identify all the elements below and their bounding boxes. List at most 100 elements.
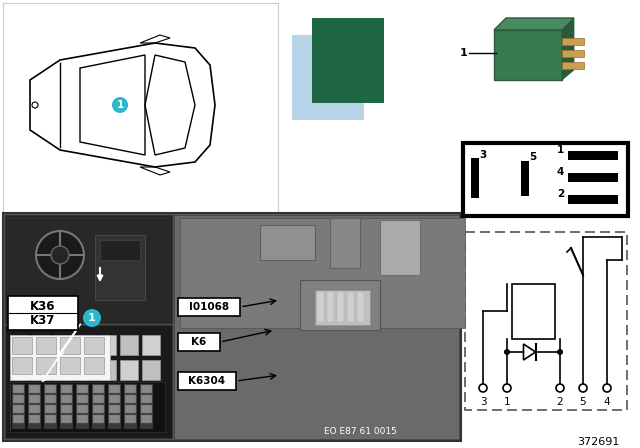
Bar [61,415,72,423]
Text: 5: 5 [580,397,586,407]
Bar [562,38,584,45]
Bar [95,235,145,300]
Text: K6: K6 [191,337,207,347]
Bar [315,290,370,325]
Bar [61,385,72,393]
Circle shape [503,384,511,392]
Bar [380,220,420,275]
Bar [142,360,160,380]
Bar [13,395,24,403]
Bar [84,357,104,374]
Circle shape [479,384,487,392]
Text: 372691: 372691 [577,437,619,447]
Bar [108,384,121,429]
Bar [45,385,56,393]
Bar [178,298,240,316]
Bar [142,335,160,355]
Bar [77,405,88,413]
Bar [29,385,40,393]
Bar [98,385,116,405]
Bar [568,173,618,182]
Bar [494,30,562,80]
Bar [93,385,104,393]
Circle shape [112,97,128,113]
Bar [45,415,56,423]
Bar [312,18,384,103]
Bar [12,357,32,374]
Bar [76,335,94,355]
Circle shape [579,384,587,392]
Text: 5: 5 [529,152,536,162]
Bar [29,415,40,423]
Bar [100,240,140,260]
Bar [3,3,278,213]
Circle shape [504,349,510,355]
Bar [10,385,28,405]
Polygon shape [494,18,574,30]
Bar [54,360,72,380]
Text: 3: 3 [479,150,486,160]
Bar [45,395,56,403]
Bar [10,360,28,380]
Bar [76,385,94,405]
Bar [109,395,120,403]
Bar [5,215,172,323]
Bar [29,405,40,413]
Bar [568,195,618,204]
Bar [120,360,138,380]
Bar [77,385,88,393]
Bar [60,384,73,429]
Bar [8,296,78,330]
Bar [471,158,479,198]
Bar [109,405,120,413]
Bar [125,385,136,393]
Text: 1: 1 [88,313,96,323]
Bar [125,415,136,423]
Bar [76,384,89,429]
Bar [32,335,50,355]
Bar [125,405,136,413]
Polygon shape [562,18,574,80]
Bar [357,292,364,322]
Text: 4: 4 [557,167,564,177]
Bar [44,384,57,429]
Bar [521,161,529,196]
Bar [347,292,354,322]
Text: I01068: I01068 [189,302,229,312]
Bar [98,410,116,430]
Bar [562,50,584,57]
Circle shape [557,349,563,355]
Bar [12,384,25,429]
Bar [10,410,28,430]
Bar [54,410,72,430]
Bar [260,225,315,260]
Bar [109,385,120,393]
Bar [61,405,72,413]
Bar [141,385,152,393]
Bar [13,385,24,393]
Bar [568,151,618,160]
Bar [142,385,160,405]
Bar [45,405,56,413]
Bar [29,395,40,403]
Circle shape [603,384,611,392]
Bar [463,143,628,216]
Bar [124,384,137,429]
Bar [141,395,152,403]
Bar [76,360,94,380]
Circle shape [36,231,84,279]
Bar [178,333,220,351]
Bar [3,213,461,441]
Bar [13,405,24,413]
Bar [337,292,344,322]
Bar [60,337,80,354]
Bar [562,62,584,69]
Bar [178,372,236,390]
Bar [36,357,56,374]
Text: EO E87 61 0015: EO E87 61 0015 [324,427,396,436]
Bar [120,410,138,430]
Bar [292,35,364,120]
Bar [142,410,160,430]
Bar [60,357,80,374]
Bar [330,218,360,268]
